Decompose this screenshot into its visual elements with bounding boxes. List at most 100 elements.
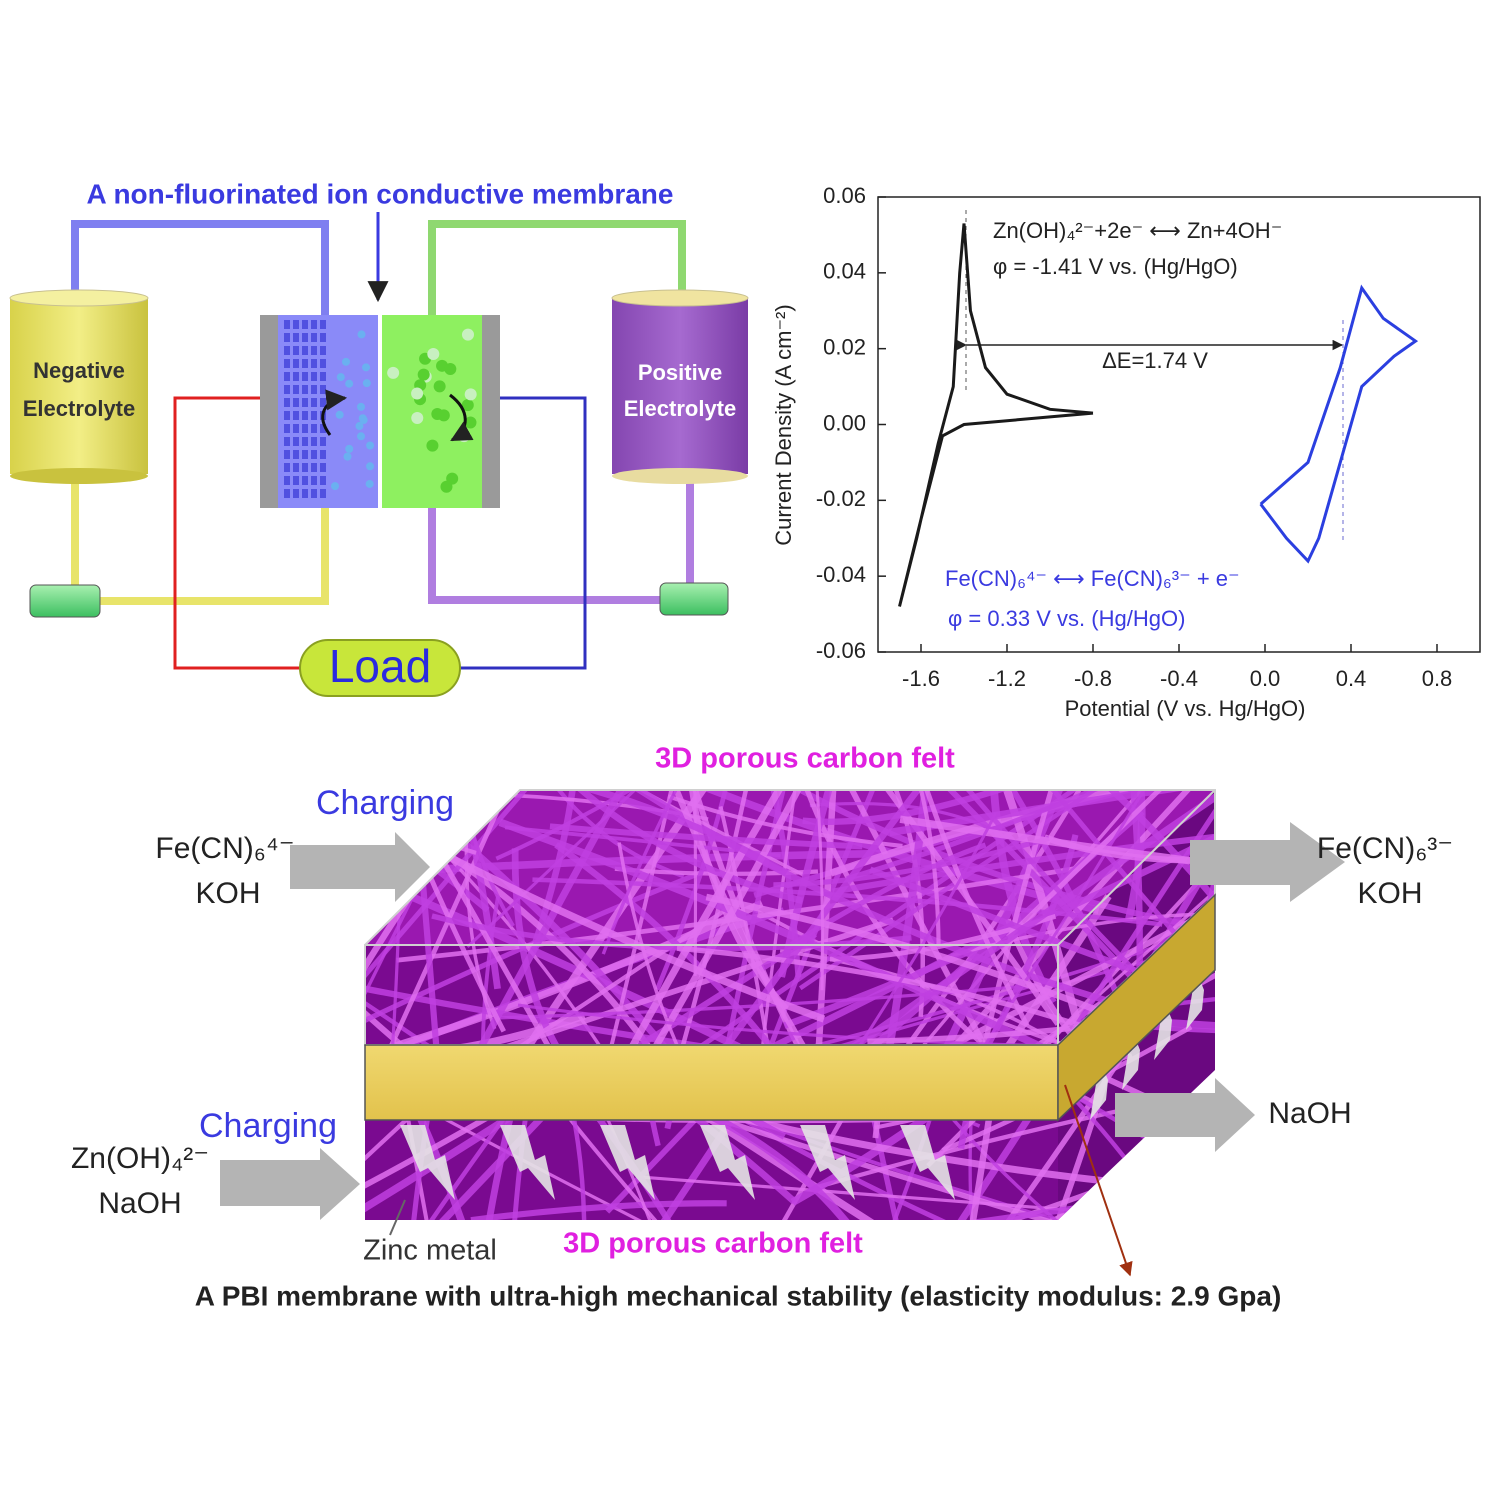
felt-cell [302,346,308,355]
species-label: Fe(CN)₆⁴⁻ [155,832,294,865]
y-tick-label: 0.00 [823,410,866,435]
ion-dot [411,412,424,425]
felt-cell [302,476,308,485]
ion-dot [336,373,345,382]
cv-curve [898,223,1094,607]
felt-cell [311,489,317,498]
ion-dot [411,387,424,400]
ion-dot [355,422,364,431]
y-tick-label: -0.04 [816,562,866,587]
felt-cell [311,411,317,420]
pipe [71,220,329,315]
fiber [365,827,669,1045]
pipe [428,508,660,604]
ion-dot [387,366,400,379]
pbi-membrane [364,1044,1059,1121]
felt-cell [302,333,308,342]
x-axis-label: Potential (V vs. Hg/HgO) [1065,696,1306,721]
y-tick-label: -0.02 [816,486,866,511]
species-label: Fe(CN)₆³⁻ [1317,832,1453,865]
felt-cell [320,450,326,459]
x-tick-label: -0.4 [1160,666,1198,691]
electrode-plate [260,315,278,508]
pump [29,584,101,618]
tank-label: Electrolyte [624,396,737,421]
tank-cap [612,468,748,484]
annotation: ΔE=1.74 V [1102,348,1208,373]
fiber [869,866,1215,1030]
fiber [802,790,1043,826]
felt-cell [302,437,308,446]
fiber [668,790,798,1045]
felt-cell [293,411,299,420]
x-tick-label: -0.8 [1074,666,1112,691]
fiber [365,790,826,1023]
species-label: NaOH [98,1187,181,1220]
membrane-pointer [1064,1084,1133,1277]
annotation: φ = -1.41 V vs. (Hg/HgO) [993,254,1238,279]
fiber [860,790,1148,1045]
felt-cell [284,411,290,420]
felt-label: 3D porous carbon felt [655,743,955,775]
flow-arrow [220,1148,360,1220]
fiber [709,790,1061,1026]
felt-cell [284,346,290,355]
fiber [759,790,1215,1045]
felt-cell [284,359,290,368]
fiber [639,790,947,1045]
positive-tank [612,298,748,474]
membrane [378,315,382,508]
felt-cell [302,320,308,329]
fiber [365,790,696,1045]
ion-dot [444,362,457,375]
membrane-schematic: 3D porous carbon felt Charging Fe(CN)₆⁴⁻… [71,743,1453,1312]
felt-cell [311,463,317,472]
annotation: φ = 0.33 V vs. (Hg/HgO) [948,606,1185,631]
zinc-dendrite [1122,1010,1144,1090]
ion-dots [331,328,477,493]
felt-cell [293,320,299,329]
zinc-dendrites [400,950,1208,1200]
fiber [731,790,949,1045]
fiber [718,790,1200,930]
felt-label: 3D porous carbon felt [563,1228,863,1260]
felt-cell [284,385,290,394]
zinc-pointer [389,1199,406,1236]
ion-dot [345,444,354,453]
charging-label: Charging [199,1107,337,1145]
ion-dot [343,452,352,461]
felt-cell [311,398,317,407]
caption: A PBI membrane with ultra-high mechanica… [195,1280,1282,1311]
tank-label: Electrolyte [23,396,136,421]
felt-cell [293,450,299,459]
ion-dot [427,347,440,360]
fiber [872,790,938,1045]
zinc-dendrite [400,1125,455,1200]
fiber [651,921,1016,1045]
zinc-dendrite [800,1125,855,1200]
fiber [426,907,728,1045]
wire [173,396,300,670]
felt-cell [293,463,299,472]
zinc-dendrite [1090,1040,1112,1120]
carbon-fibers [365,790,1215,1045]
felt-cell [293,346,299,355]
felt-cell [320,320,326,329]
fiber [470,1200,727,1220]
felt-cell [293,398,299,407]
fiber [365,790,684,1007]
felt-cell [311,476,317,485]
pipe [428,220,686,315]
negative-felt [284,320,326,498]
tank-cap [10,468,148,484]
felt-cell [302,385,308,394]
ion-dot [440,480,453,493]
ion-dot [331,482,340,491]
felt-cell [293,385,299,394]
zinc-dendrite [900,1125,955,1200]
zinc-dendrite [1154,980,1176,1060]
fiber [617,842,770,1045]
felt-cell [311,424,317,433]
species-label: KOH [195,877,260,910]
ion-dot [365,479,374,488]
